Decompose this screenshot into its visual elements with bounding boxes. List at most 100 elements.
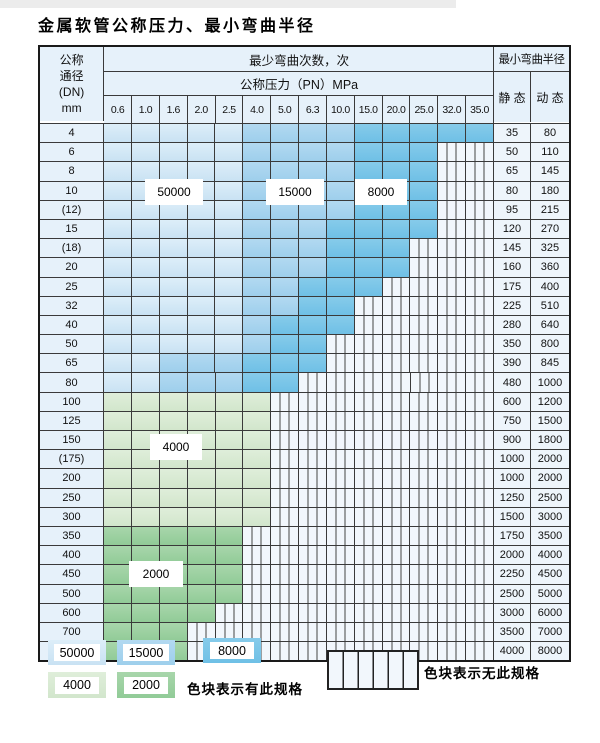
- no-spec-hatch-cell: [243, 622, 272, 642]
- spec-cell-2000: [215, 584, 244, 603]
- no-spec-hatch-cell: [299, 526, 327, 546]
- no-spec-hatch-cell: [354, 411, 383, 430]
- spec-cell-50000: [187, 258, 216, 277]
- spec-cell-4000: [243, 431, 272, 450]
- no-spec-hatch-cell: [299, 411, 327, 430]
- table-row: (18) 145 325: [40, 238, 569, 258]
- legend-chip-50000-label: 50000: [54, 644, 100, 661]
- pressure-header-cell: 15.0: [354, 96, 383, 123]
- table-row: 15 120 270: [40, 218, 569, 239]
- spec-cell-50000: [104, 181, 132, 200]
- table-row: 300 1500 3000: [40, 506, 569, 526]
- no-spec-hatch-cell: [354, 392, 383, 411]
- no-spec-hatch-cell: [410, 603, 439, 622]
- spec-cell-4000: [243, 411, 272, 430]
- legend-chip-2000: 2000: [117, 672, 175, 698]
- spec-cell-15000: [243, 258, 272, 277]
- spec-table: 公称 通径 (DN) mm 最少弯曲次数，次 公称压力（PN）MPa 0.6 1.…: [38, 45, 571, 663]
- spec-cell-8000: [326, 296, 355, 315]
- spec-cell-50000: [104, 315, 132, 335]
- static-radius-cell: 350: [493, 335, 531, 354]
- static-radius-cell: 390: [493, 354, 531, 373]
- spec-cell-15000: [271, 162, 300, 181]
- no-spec-hatch-cell: [354, 603, 383, 622]
- spec-cell-4000: [215, 469, 244, 488]
- radius-header-group: 最小弯曲半径 静 态 动 态: [493, 47, 569, 123]
- table-header: 公称 通径 (DN) mm 最少弯曲次数，次 公称压力（PN）MPa 0.6 1.…: [40, 47, 569, 123]
- no-spec-hatch-cell: [354, 469, 383, 488]
- no-spec-hatch-cell: [354, 354, 383, 373]
- spec-cell-4000: [215, 488, 244, 507]
- static-radius-cell: 1750: [493, 526, 531, 546]
- no-spec-hatch-cell: [326, 546, 355, 565]
- spec-cell-50000: [159, 143, 188, 162]
- spec-cell-4000: [104, 392, 132, 411]
- no-spec-hatch-cell: [466, 200, 494, 219]
- zone-label-2000: 2000: [130, 562, 182, 586]
- no-spec-hatch-cell: [271, 450, 300, 469]
- spec-cell-50000: [104, 277, 132, 296]
- no-spec-hatch-cell: [410, 450, 439, 469]
- spec-cell-2000: [159, 603, 188, 622]
- spec-cell-15000: [271, 124, 300, 143]
- no-spec-hatch-cell: [382, 526, 411, 546]
- no-spec-hatch-cell: [466, 354, 494, 373]
- no-spec-hatch-cell: [438, 469, 467, 488]
- spec-cell-2000: [215, 546, 244, 565]
- no-spec-hatch-cell: [438, 392, 467, 411]
- no-spec-hatch-cell: [410, 584, 439, 603]
- dn-cell: 500: [40, 584, 104, 603]
- spec-cell-50000: [215, 258, 244, 277]
- legend-chip-8000-label: 8000: [210, 642, 254, 659]
- spec-cell-2000: [131, 546, 160, 565]
- no-spec-hatch-cell: [382, 392, 411, 411]
- spec-cell-8000: [243, 373, 272, 392]
- dn-cell: 350: [40, 526, 104, 546]
- no-spec-hatch-cell: [410, 392, 439, 411]
- spec-cell-50000: [215, 162, 244, 181]
- static-radius-cell: 1250: [494, 488, 531, 507]
- table-row: 32 225 510: [40, 295, 569, 315]
- spec-cell-50000: [159, 335, 188, 354]
- no-spec-hatch-cell: [271, 392, 300, 411]
- no-spec-hatch-cell: [326, 392, 355, 411]
- spec-cell-50000: [159, 239, 188, 258]
- no-spec-hatch-cell: [382, 315, 411, 335]
- table-row: 50 350 800: [40, 334, 569, 354]
- spec-cell-15000: [215, 354, 244, 373]
- spec-cell-8000: [299, 277, 327, 296]
- no-spec-hatch-cell: [438, 315, 467, 335]
- spec-cell-50000: [131, 124, 160, 143]
- dn-column-header: 公称 通径 (DN) mm: [40, 47, 105, 121]
- spec-cell-4000: [215, 450, 244, 469]
- spec-cell-50000: [187, 200, 216, 219]
- dynamic-radius-cell: 4000: [530, 546, 569, 565]
- spec-cell-50000: [131, 200, 160, 219]
- static-radius-cell: 35: [494, 124, 532, 143]
- no-spec-hatch-cell: [438, 546, 467, 565]
- table-row: 150 900 1800: [40, 430, 569, 450]
- dynamic-radius-cell: 270: [531, 219, 569, 239]
- no-spec-hatch-cell: [271, 526, 300, 546]
- static-radius-cell: 280: [493, 315, 531, 335]
- table-row: 125 750 1500: [40, 410, 569, 430]
- spec-cell-50000: [131, 354, 160, 373]
- no-spec-hatch-cell: [438, 219, 467, 239]
- spec-cell-2000: [187, 584, 216, 603]
- spec-cell-8000: [410, 162, 439, 181]
- spec-cell-4000: [215, 431, 244, 450]
- no-spec-hatch-cell: [438, 277, 467, 296]
- static-radius-cell: 3500: [494, 622, 531, 642]
- no-spec-hatch-cell: [466, 162, 494, 181]
- spec-cell-8000: [326, 239, 355, 258]
- dynamic-radius-cell: 2500: [531, 488, 569, 507]
- no-spec-hatch-cell: [271, 488, 300, 507]
- spec-cell-8000: [271, 373, 300, 392]
- no-spec-hatch-cell: [382, 546, 411, 565]
- table-row: (175) 1000 2000: [40, 449, 569, 469]
- no-spec-hatch-cell: [299, 431, 327, 450]
- pressure-header-cell: 4.0: [243, 96, 272, 123]
- no-spec-hatch-cell: [299, 488, 327, 507]
- no-spec-hatch-cell: [466, 584, 494, 603]
- dn-cell: (175): [40, 450, 104, 469]
